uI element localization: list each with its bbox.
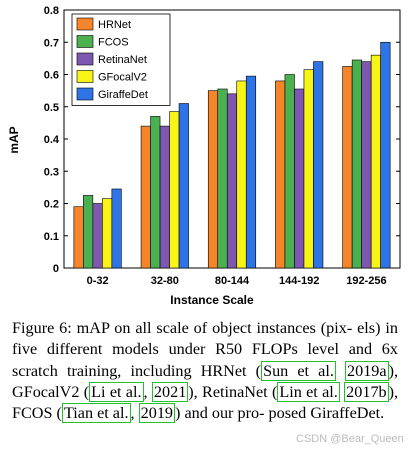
citation-link[interactable]: Tian et al.: [61, 403, 131, 424]
y-tick-label: 0.5: [44, 102, 59, 114]
caption-text: ,: [143, 382, 152, 401]
bar-retinanet-80-144: [226, 93, 238, 269]
x-tick-labels: 0-32 32-80 80-144 144-192 192-256: [87, 275, 387, 287]
legend-label-giraffedet: GiraffeDet: [98, 89, 148, 101]
legend-swatch-fcos: [76, 35, 94, 48]
bar-retinanet-0-32: [92, 203, 103, 269]
bar-hrnet-32-80: [140, 125, 151, 269]
bar-gfocalv2-144-192: [303, 69, 314, 269]
y-tick-label: 0.1: [44, 231, 59, 243]
bar-gfocalv2-0-32: [102, 198, 113, 269]
bar-gfocalv2-192-256: [370, 54, 381, 269]
citation-link[interactable]: Sun et al.: [261, 360, 336, 381]
bar-gfocalv2-32-80: [169, 111, 180, 269]
bar-giraffedet-80-144: [245, 75, 257, 269]
x-tick-label: 0-32: [87, 275, 109, 287]
y-tick-label: 0: [53, 263, 59, 275]
figure-caption: Figure 6: mAP on all scale of object ins…: [12, 318, 398, 424]
watermark: CSDN @Bear_Queen: [296, 433, 404, 445]
bar-hrnet-144-192: [275, 80, 286, 269]
caption-text: ), GFocalV2 (: [12, 361, 398, 401]
y-tick-label: 0.2: [44, 199, 59, 211]
legend: HRNet FCOS RetinaNet GFocalV2 GiraffeDet: [71, 13, 171, 106]
y-tick-label: 0.6: [44, 70, 59, 82]
caption-text: Figure 6: mAP on all scale of object ins…: [12, 319, 398, 380]
bar-retinanet-144-192: [294, 88, 305, 269]
legend-swatch-retinanet: [76, 52, 94, 66]
bar-hrnet-80-144: [207, 90, 219, 269]
citation-link[interactable]: 2019: [138, 403, 176, 424]
bar-fcos-144-192: [284, 74, 295, 269]
caption-text: [336, 362, 345, 380]
citation-link[interactable]: Li et al.: [89, 381, 144, 402]
y-tick-label: 0.8: [44, 5, 59, 17]
bar-hrnet-0-32: [73, 206, 84, 269]
legend-swatch-gfocalv2: [76, 70, 94, 83]
x-axis-title: Instance Scale: [170, 293, 254, 307]
legend-label-retinanet: RetinaNet: [98, 54, 147, 66]
legend-label-gfocalv2: GFocalV2: [98, 72, 147, 84]
bar-giraffedet-32-80: [178, 103, 189, 269]
x-tick-label: 144-192: [279, 275, 319, 287]
bar-giraffedet-144-192: [313, 61, 324, 269]
y-axis-title: mAP: [7, 126, 21, 153]
caption-text: ) and our pro- posed GiraffeDet.: [175, 404, 385, 423]
caption-text: ), FCOS (: [12, 382, 399, 423]
citation-link[interactable]: 2021: [151, 381, 189, 402]
x-tick-label: 80-144: [215, 275, 250, 287]
legend-swatch-hrnet: [76, 17, 94, 31]
citation-link[interactable]: 2019a: [345, 360, 389, 381]
citation-link[interactable]: 2017b: [344, 381, 389, 402]
bar-gfocalv2-80-144: [236, 80, 247, 269]
bars: [73, 41, 391, 269]
y-tick-label: 0.4: [44, 134, 60, 146]
bar-fcos-192-256: [351, 59, 362, 269]
y-tick-label: 0.3: [44, 166, 59, 178]
bar-retinanet-192-256: [361, 61, 372, 269]
bar-retinanet-32-80: [159, 125, 170, 269]
x-tick-label: 32-80: [151, 275, 179, 287]
bar-chart: 0 0.1 0.2 0.3 0.4 0.5 0.6 0.7 0.8 0-32 32-80 80-14…: [7, 5, 401, 307]
y-tick-label: 0.7: [44, 37, 59, 49]
bar-fcos-0-32: [83, 195, 94, 269]
citation-link[interactable]: Lin et al.: [277, 381, 340, 402]
bar-hrnet-192-256: [342, 66, 353, 269]
legend-label-hrnet: HRNet: [98, 19, 131, 31]
bar-fcos-32-80: [150, 116, 161, 269]
bar-giraffedet-192-256: [380, 41, 391, 269]
bar-fcos-80-144: [217, 88, 228, 269]
legend-swatch-giraffedet: [76, 87, 94, 101]
y-tick-labels: 0 0.1 0.2 0.3 0.4 0.5 0.6 0.7 0.8: [44, 5, 60, 275]
legend-label-fcos: FCOS: [98, 37, 129, 49]
bar-giraffedet-0-32: [111, 188, 122, 269]
caption-text: ,: [130, 404, 139, 423]
x-tick-label: 192-256: [346, 275, 386, 287]
caption-text: ), RetinaNet (: [188, 382, 278, 401]
